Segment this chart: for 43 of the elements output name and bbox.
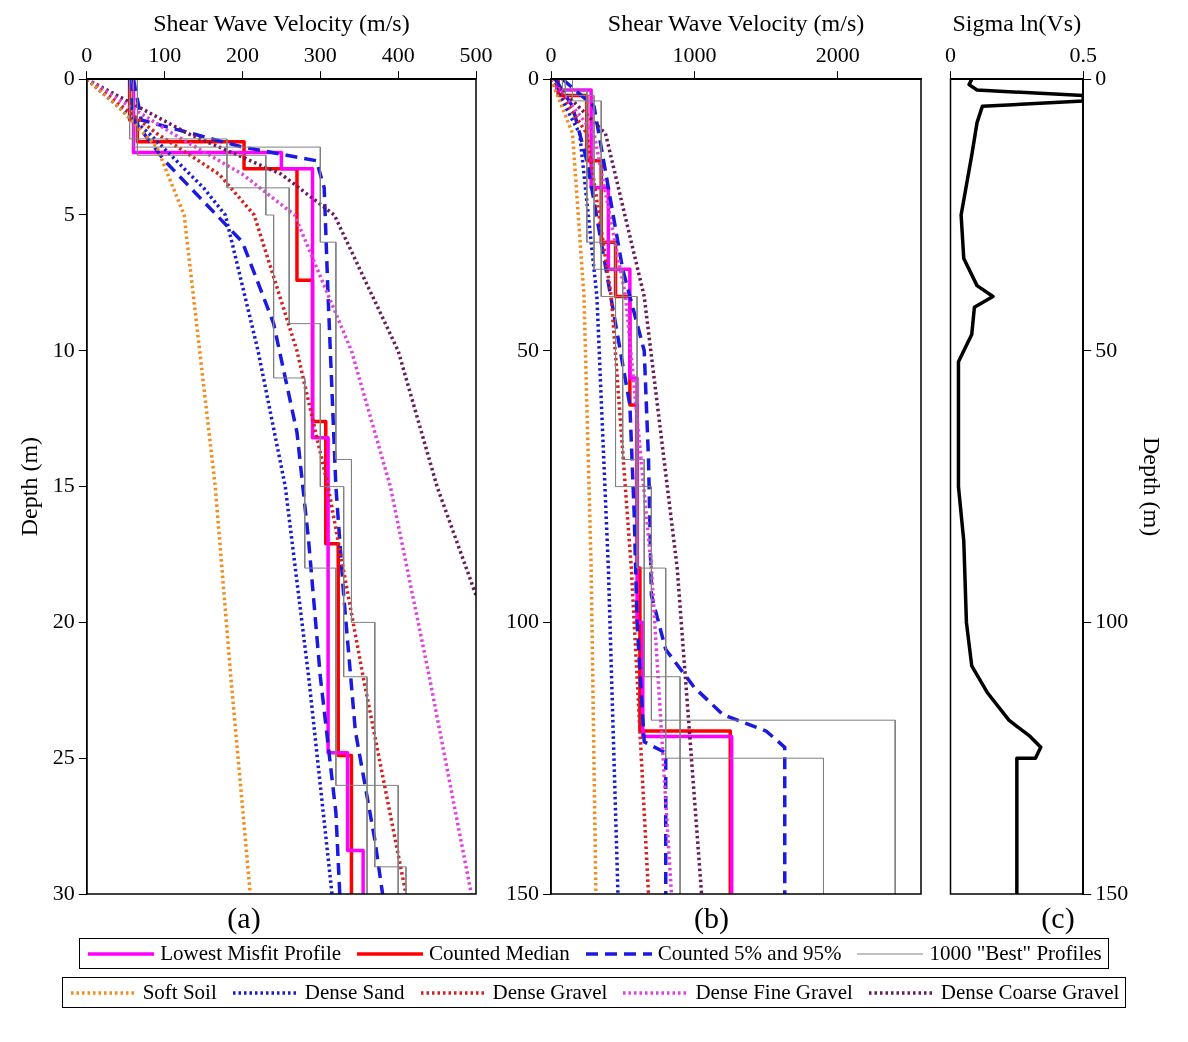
legend-label: Soft Soil [142, 980, 217, 1005]
legend-label: Dense Sand [304, 980, 405, 1005]
y-tick-label: 0 [63, 64, 75, 90]
y-tick-label: 30 [52, 879, 75, 905]
text: (a) [227, 900, 261, 935]
text: (b) [694, 900, 729, 935]
x-axis-title: Sigma ln(Vs) [952, 9, 1082, 36]
legend-label: Dense Coarse Gravel [940, 980, 1120, 1005]
legend-label: Lowest Misfit Profile [160, 941, 342, 966]
y-tick-label: 25 [52, 743, 75, 769]
y-tick-label: 15 [52, 472, 75, 498]
y-tick-label: 150 [1095, 879, 1129, 905]
y-tick-label: 20 [52, 608, 75, 634]
x-tick-label: 500 [459, 41, 493, 67]
legend-label: Counted Median [429, 941, 570, 966]
x-tick-label: 100 [148, 41, 182, 67]
legend-label: Dense Fine Gravel [695, 980, 853, 1005]
y-axis-title: Depth (m) [1139, 436, 1166, 537]
x-tick-label: 1000 [672, 41, 717, 67]
y-tick-label: 50 [1095, 336, 1118, 362]
x-axis-title: Shear Wave Velocity (m/s) [153, 9, 410, 36]
x-tick-label: 0 [81, 41, 93, 67]
x-tick-label: 300 [303, 41, 337, 67]
y-axis-title: Depth (m) [15, 436, 42, 537]
y-tick-label: 0 [1095, 64, 1107, 90]
x-tick-label: 2000 [815, 41, 860, 67]
legend-label: Dense Gravel [492, 980, 608, 1005]
x-tick-label: 0 [545, 41, 557, 67]
legend-label: 1000 "Best" Profiles [929, 941, 1102, 966]
y-tick-label: 0 [528, 64, 539, 90]
y-tick-label: 100 [506, 608, 539, 634]
text: (c) [1041, 900, 1075, 935]
y-tick-label: 5 [63, 200, 75, 226]
x-tick-label: 0.5 [1069, 41, 1097, 67]
y-tick-label: 10 [52, 336, 75, 362]
x-tick-label: 400 [381, 41, 415, 67]
y-tick-label: 50 [517, 336, 539, 362]
x-tick-label: 0 [945, 41, 956, 67]
x-axis-title: Shear Wave Velocity (m/s) [607, 9, 865, 36]
y-tick-label: 100 [1095, 608, 1129, 634]
x-tick-label: 200 [225, 41, 259, 67]
legend-label: Counted 5% and 95% [657, 941, 842, 966]
y-tick-label: 150 [506, 879, 539, 905]
